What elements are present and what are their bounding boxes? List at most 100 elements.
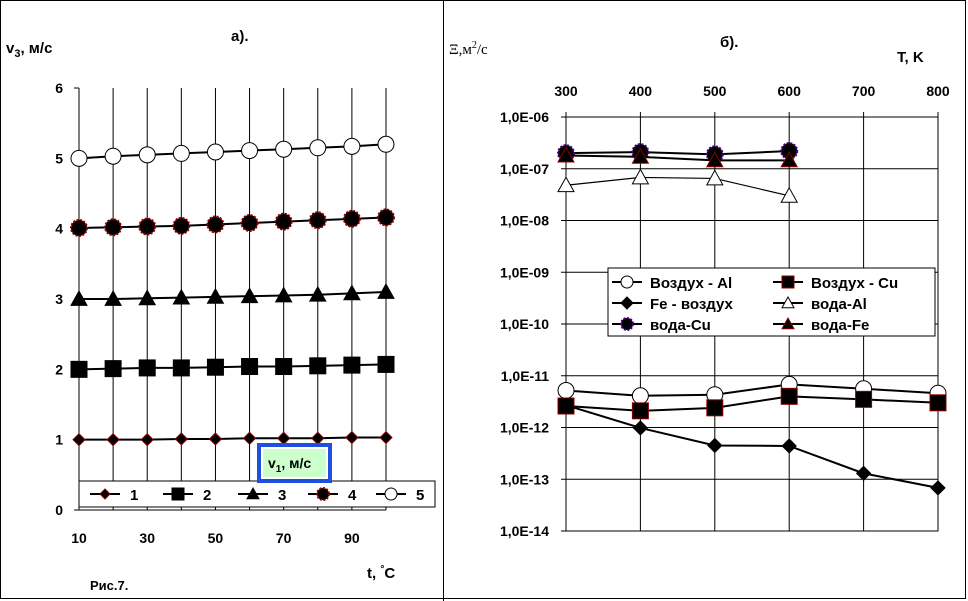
- left-series-4-point: [308, 211, 327, 230]
- left-series-2-point: [172, 359, 190, 377]
- right-legend-label: Воздух - Al: [650, 275, 732, 292]
- right-legend-label: Fe - воздух: [650, 296, 734, 313]
- right-series-point: [631, 387, 649, 405]
- left-series-5-point: [70, 149, 88, 167]
- right-series-line: [565, 176, 790, 197]
- left-chart: 0 1 2 3 4 5 6 10 30 50 70 90 1 2 3 4 5 v1, м/с: [55, 80, 436, 546]
- left-series-5-point: [309, 139, 327, 157]
- annotation-text: v1, м/с: [268, 455, 311, 475]
- right-y-tick-label: 1,0E-13: [500, 471, 549, 487]
- right-legend-label: Воздух - Cu: [811, 275, 898, 292]
- right-y-tick-label: 1,0E-11: [501, 368, 549, 384]
- right-y-tick-label: 1,0E-14: [500, 523, 549, 539]
- right-legend-marker: [620, 296, 634, 310]
- left-series-1-point: [106, 432, 120, 447]
- right-x-tick-label: 700: [852, 83, 876, 99]
- left-series-4-point: [342, 209, 361, 228]
- left-legend-label: 1: [130, 487, 138, 504]
- left-series-2-point: [275, 358, 293, 376]
- left-legend-label: 2: [203, 487, 211, 504]
- right-series-line: [565, 404, 939, 489]
- left-y-tick-label: 2: [55, 361, 63, 377]
- right-y-tick-label: 1,0E-08: [500, 213, 549, 229]
- left-series-line-1: [79, 436, 386, 441]
- right-series-point: [929, 394, 947, 412]
- right-legend-marker: [620, 275, 634, 289]
- right-series-line: [565, 383, 939, 397]
- left-series-4-point: [240, 214, 259, 233]
- left-series-1-point: [242, 431, 257, 445]
- right-series-point: [631, 168, 650, 185]
- right-series-line: [565, 150, 790, 156]
- left-legend: 1 2 3 4 5: [78, 480, 436, 508]
- right-series-point: [707, 437, 723, 454]
- left-series-4-point: [70, 218, 88, 237]
- left-y-tick-label: 4: [55, 221, 63, 237]
- left-series-2-point: [104, 360, 122, 378]
- right-y-tick-label: 1,0E-12: [500, 420, 549, 436]
- right-legend-marker: [620, 317, 634, 331]
- left-series-3-point: [172, 288, 191, 305]
- left-series-2-point: [377, 355, 395, 373]
- right-y-axis-label: Ξ,м2/с: [449, 40, 488, 58]
- left-annotation: v1, м/с: [257, 443, 332, 483]
- left-legend-label: 3: [278, 487, 286, 504]
- left-legend-label: 5: [416, 487, 424, 504]
- right-y-tick-label: 1,0E-06: [500, 109, 549, 125]
- left-series-4-point: [377, 208, 395, 227]
- right-plot-frame: [565, 116, 939, 532]
- left-series-line-4: [78, 216, 387, 229]
- left-y-tick-label: 6: [55, 80, 63, 96]
- left-y-axis-label: v3, м/с: [6, 40, 52, 60]
- right-series-line: [565, 395, 939, 412]
- right-legend-label: вода-Fe: [811, 317, 869, 334]
- left-series-5-point: [138, 146, 156, 164]
- left-series-5-point: [241, 142, 259, 160]
- right-x-tick-label: 300: [554, 83, 578, 99]
- left-legend-marker: [316, 487, 330, 501]
- left-x-tick-label: 50: [208, 530, 224, 546]
- left-legend-marker: [171, 487, 185, 501]
- left-series-2-point: [309, 357, 327, 375]
- left-series-line-5: [78, 143, 387, 160]
- right-series-point: [557, 381, 575, 399]
- left-series-2-point: [241, 358, 259, 376]
- right-legend-marker: [781, 295, 795, 309]
- left-series-1-point: [174, 432, 189, 446]
- left-legend-marker: [246, 486, 260, 500]
- left-series-5-point: [172, 144, 190, 162]
- right-series-point: [706, 399, 724, 417]
- annotation-fill: [263, 449, 326, 477]
- left-series-5-point: [104, 147, 122, 165]
- right-series-point: [780, 387, 798, 405]
- left-series-1-point: [379, 430, 393, 445]
- left-series-3-point: [206, 287, 225, 304]
- right-x-axis-label: T, K: [897, 49, 924, 66]
- right-series-point: [930, 480, 946, 496]
- left-legend-label: 4: [348, 487, 357, 504]
- left-series-3-point: [240, 287, 259, 304]
- right-x-tick-label: 500: [703, 83, 727, 99]
- left-series-5-point: [343, 137, 361, 155]
- right-legend-label: вода-Cu: [650, 317, 711, 334]
- right-series-point: [780, 151, 799, 168]
- left-series-1-point: [345, 430, 359, 445]
- left-x-tick-label: 70: [276, 530, 292, 546]
- right-series-point: [632, 420, 649, 436]
- right-legend-label: вода-Al: [811, 296, 867, 313]
- left-series-4-point: [104, 218, 123, 237]
- left-series-4-point: [138, 217, 157, 236]
- right-legend: Воздух - Al Воздух - Cu Fe - воздух вода-Al…: [607, 267, 936, 337]
- left-series-2-point: [343, 356, 361, 374]
- right-series-point: [855, 465, 872, 482]
- left-x-tick-label: 30: [139, 530, 155, 546]
- left-series-3-point: [104, 289, 122, 306]
- right-series-point: [631, 402, 649, 420]
- right-series-point: [705, 169, 724, 186]
- left-series-5-point: [206, 143, 224, 161]
- left-x-axis-label: t, °C: [367, 564, 395, 582]
- right-y-tick-label: 1,0E-09: [500, 264, 549, 280]
- left-x-tick-label: 10: [71, 530, 87, 546]
